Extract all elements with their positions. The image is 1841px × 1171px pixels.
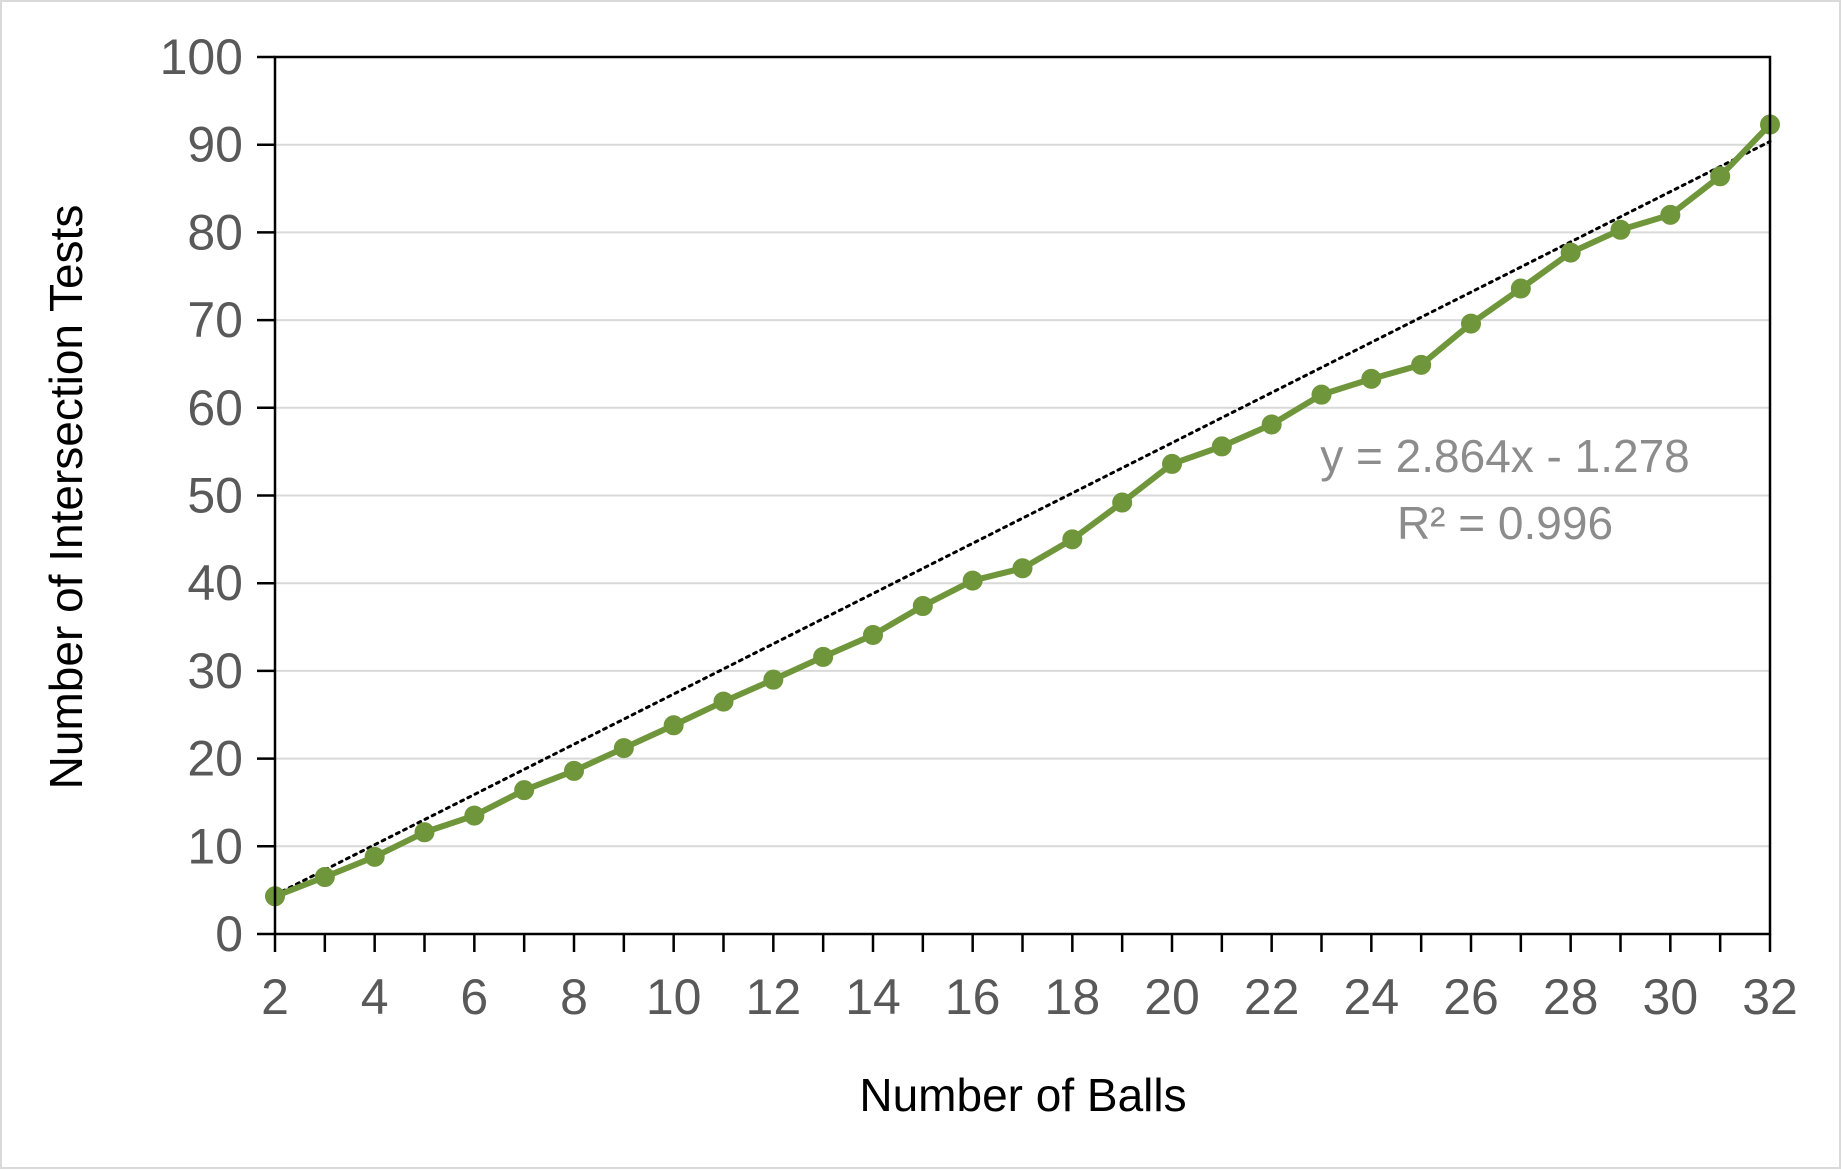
x-tick-label: 26 [1443,969,1499,1025]
axes [257,55,1772,952]
series-layer [265,114,1780,907]
data-point [813,646,834,667]
data-point [1560,242,1581,263]
y-tick-label: 20 [187,731,243,787]
x-tick-label: 2 [261,969,289,1025]
x-tick-label: 24 [1344,969,1400,1025]
data-point [414,822,435,843]
data-point [763,669,784,690]
data-point [1062,529,1083,550]
data-point [1660,204,1681,225]
data-point [1112,492,1133,513]
data-point [1361,368,1382,389]
x-tick-label: 30 [1643,969,1699,1025]
x-tick-label: 8 [560,969,588,1025]
x-tick-label: 28 [1543,969,1599,1025]
x-tick-label: 12 [746,969,802,1025]
data-point [713,691,734,712]
data-point [1211,436,1232,457]
x-tick-label: 14 [845,969,901,1025]
data-point [364,846,385,867]
data-point [1261,414,1282,435]
data-point [962,570,983,591]
data-point [1461,313,1481,334]
y-tick-label: 60 [187,380,243,436]
data-point [663,715,684,736]
x-tick-label: 6 [460,969,488,1025]
data-point [912,596,933,617]
x-tick-label: 18 [1045,969,1101,1025]
y-tick-label: 90 [187,117,243,173]
data-point [1411,354,1432,375]
data-point [464,805,485,826]
trendline [273,139,1772,897]
data-point [1311,384,1332,405]
trendline-layer [273,139,1772,897]
data-point [1012,558,1033,579]
x-tick-label: 32 [1742,969,1798,1025]
trendline-r-squared: R² = 0.996 [1397,497,1613,549]
data-point [863,624,883,645]
x-tick-label: 20 [1144,969,1200,1025]
x-tick-label: 16 [945,969,1001,1025]
y-tick-label: 100 [160,29,243,85]
y-tick-label: 80 [187,204,243,260]
x-tick-label: 22 [1244,969,1300,1025]
y-tick-label: 70 [187,292,243,348]
y-tick-label: 0 [215,906,243,962]
y-tick-label: 30 [187,643,243,699]
y-tick-label: 40 [187,555,243,611]
data-point [1710,166,1731,187]
trendline-equation: y = 2.864x - 1.278 [1320,430,1690,482]
x-tick-label: 4 [361,969,389,1025]
y-tick-label: 10 [187,818,243,874]
y-axis-title: Number of Intersection Tests [40,205,92,790]
data-point [1510,278,1531,299]
data-point [514,780,535,801]
data-point [613,738,634,759]
x-tick-label: 10 [646,969,702,1025]
data-point [314,866,335,887]
plot-area-border [273,55,1772,936]
data-point [564,760,584,781]
data-point [1162,453,1182,474]
gridlines [275,143,1770,848]
x-axis-title: Number of Balls [859,1069,1186,1121]
data-point [1610,219,1631,240]
y-tick-label: 50 [187,468,243,524]
